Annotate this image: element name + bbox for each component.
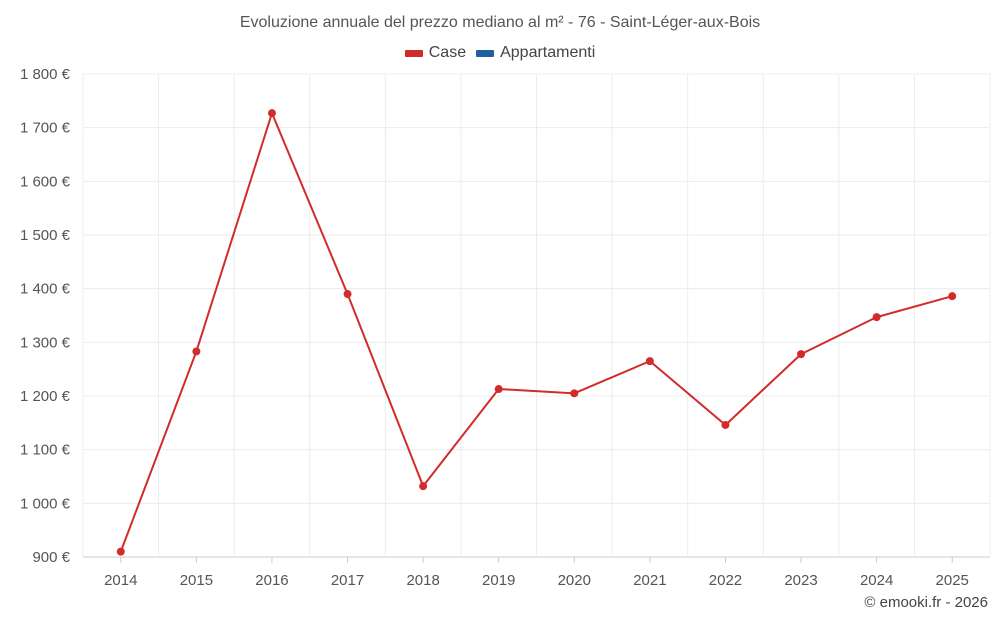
data-point [721, 420, 730, 429]
x-tick-label: 2023 [784, 572, 817, 589]
data-point [797, 350, 806, 359]
y-tick-label: 1 400 € [20, 281, 71, 298]
data-point [192, 347, 201, 356]
legend-item-case[interactable]: Case [404, 44, 467, 62]
x-tick-label: 2025 [936, 572, 969, 589]
y-tick-label: 1 100 € [20, 442, 71, 459]
data-point [948, 292, 957, 301]
data-point [267, 109, 276, 118]
data-point [343, 290, 352, 299]
y-tick-label: 1 000 € [20, 495, 71, 512]
y-tick-label: 900 € [32, 549, 70, 566]
x-tick-label: 2017 [331, 572, 364, 589]
y-tick-label: 1 200 € [20, 388, 71, 405]
x-tick-label: 2016 [255, 572, 288, 589]
data-point [116, 547, 125, 556]
data-point [645, 357, 654, 366]
legend-label-case: Case [428, 44, 467, 61]
x-tick-label: 2024 [860, 572, 893, 589]
data-point [419, 482, 428, 491]
y-tick-label: 1 500 € [20, 227, 71, 244]
y-tick-label: 1 800 € [20, 66, 71, 83]
x-tick-label: 2020 [558, 572, 591, 589]
x-tick-label: 2022 [709, 572, 742, 589]
y-tick-label: 1 300 € [20, 334, 71, 351]
x-tick-label: 2015 [180, 572, 213, 589]
data-point [872, 313, 881, 322]
x-tick-label: 2014 [104, 572, 137, 589]
data-point [494, 385, 503, 394]
credit-text: © emooki.fr - 2026 [864, 594, 988, 611]
chart-legend: Case Appartamenti [0, 44, 1000, 62]
x-tick-label: 2019 [482, 572, 515, 589]
legend-swatch-appartamenti [476, 49, 495, 57]
y-tick-label: 1 600 € [20, 173, 71, 190]
series-line-case [119, 112, 953, 552]
x-tick-label: 2018 [406, 572, 439, 589]
x-tick-label: 2021 [633, 572, 666, 589]
legend-item-appartamenti[interactable]: Appartamenti [476, 44, 595, 62]
y-tick-label: 1 700 € [20, 120, 71, 137]
data-point [570, 389, 579, 398]
legend-swatch-case [404, 49, 423, 57]
legend-label-appartamenti: Appartamenti [500, 44, 596, 61]
chart-title: Evoluzione annuale del prezzo mediano al… [239, 14, 761, 31]
